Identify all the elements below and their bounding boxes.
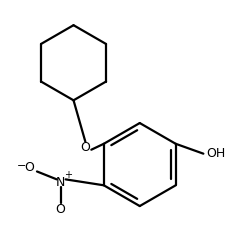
Text: O: O [80,141,90,154]
Text: −: − [16,161,26,171]
Text: OH: OH [206,147,226,160]
Text: N: N [56,176,65,189]
Text: +: + [64,170,72,180]
Text: O: O [56,203,66,215]
Text: O: O [24,161,34,174]
